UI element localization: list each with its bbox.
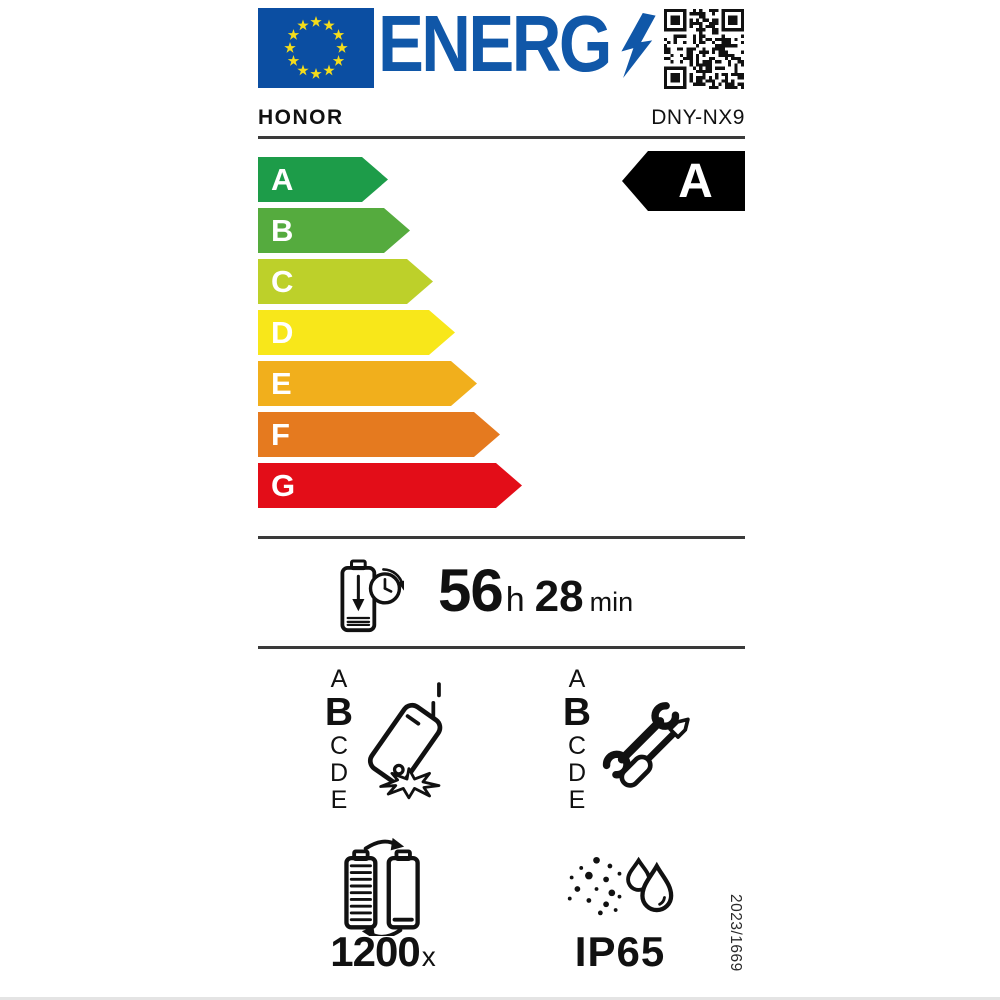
battery-endurance-value: 56 h 28 min — [438, 556, 633, 634]
scale-letter: D — [567, 759, 587, 787]
battery-runtime-clock-icon — [340, 559, 404, 633]
energy-class-scale: A B C D E F G — [258, 157, 522, 514]
qr-code-icon — [664, 9, 744, 89]
scale-letter: C — [329, 732, 349, 760]
drop-resistance-scale: A B C D E — [320, 666, 358, 814]
class-letter: E — [271, 365, 292, 401]
endurance-hours-unit: h — [505, 581, 525, 619]
endurance-hours: 56 — [438, 557, 504, 624]
class-arrow-d: D — [258, 310, 455, 355]
scale-letter: A — [568, 665, 586, 693]
class-arrow-a: A — [258, 157, 388, 202]
endurance-minutes-unit: min — [589, 587, 634, 617]
class-letter: G — [271, 467, 296, 503]
battery-cycles-value: 1200 x — [318, 928, 448, 976]
scale-letter: D — [329, 759, 349, 787]
class-letter: F — [271, 416, 290, 452]
scale-letter: C — [567, 732, 587, 760]
model-name: DNY-NX9 — [651, 106, 745, 129]
class-letter: C — [271, 263, 294, 299]
ip-rating-value: IP65 — [574, 928, 666, 975]
class-arrow-f: F — [258, 412, 500, 457]
page-edge-line — [0, 997, 1000, 1000]
divider — [258, 536, 745, 539]
repairability-scale: A B C D E — [558, 666, 596, 814]
battery-cycle-icon — [344, 837, 420, 936]
lightning-bolt-icon — [621, 13, 656, 78]
cycles-unit: x — [421, 941, 436, 972]
regulation-reference: 2023/1669 — [727, 894, 744, 972]
class-letter: D — [271, 314, 294, 350]
phone-drop-icon — [367, 682, 443, 800]
eu-flag-stars — [284, 16, 348, 79]
divider — [258, 646, 745, 649]
brand-name: HONOR — [258, 106, 344, 129]
class-letter: B — [271, 212, 294, 248]
rated-class-letter: A — [678, 154, 713, 208]
rated-class-arrow: A — [622, 151, 745, 211]
endurance-minutes: 28 — [534, 572, 584, 621]
class-arrow-c: C — [258, 259, 433, 304]
brand-row: HONOR DNY-NX9 — [258, 106, 745, 130]
divider — [258, 136, 745, 139]
class-arrow-g: G — [258, 463, 522, 508]
energy-logo-text: ENERG — [378, 0, 612, 88]
scale-letter: E — [568, 786, 586, 814]
class-letter: A — [271, 161, 294, 197]
drop-rated-class: B — [324, 691, 354, 734]
dust-water-drops-icon — [567, 856, 674, 916]
class-arrow-e: E — [258, 361, 477, 406]
cycles-number: 1200 — [330, 928, 420, 975]
repair-rated-class: B — [562, 691, 592, 734]
wrench-screwdriver-icon — [602, 702, 690, 788]
scale-letter: E — [330, 786, 348, 814]
scale-letter: A — [330, 665, 348, 693]
class-arrow-b: B — [258, 208, 410, 253]
eu-flag — [258, 8, 374, 88]
